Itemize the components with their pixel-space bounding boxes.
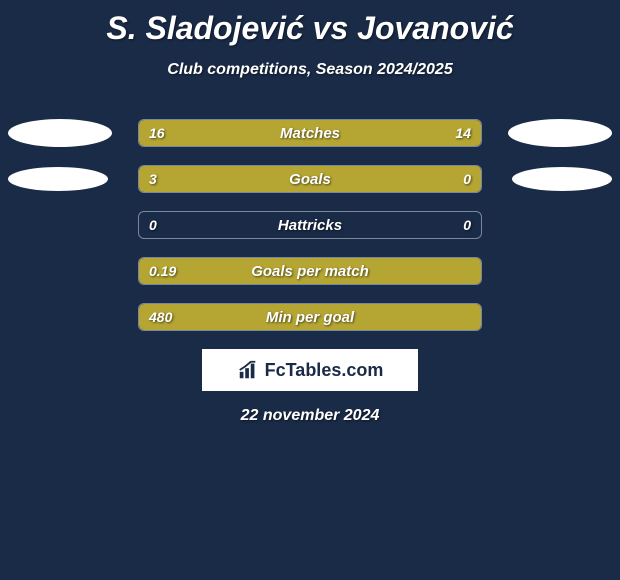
stat-bar: 0 0Hattricks (138, 211, 482, 239)
stat-row: 0 0Hattricks (0, 211, 620, 239)
stat-fill-left (139, 258, 482, 284)
stat-bar: 480Min per goal (138, 303, 482, 331)
stat-bar: 30Goals (138, 165, 482, 193)
logo-box: FcTables.com (202, 349, 418, 391)
bar-chart-icon (237, 359, 259, 381)
stat-row: 30Goals (0, 165, 620, 193)
stat-bar: 0.19Goals per match (138, 257, 482, 285)
stat-fill-left (139, 166, 482, 192)
stat-row: 0.19Goals per match (0, 257, 620, 285)
stat-fill-right (320, 120, 481, 146)
stat-fill-left (139, 120, 322, 146)
comparison-chart: 1614Matches 30Goals 0 0Hattricks 0.19Goals p… (0, 119, 620, 331)
player-left-marker (8, 119, 112, 147)
stat-label: Hattricks (139, 212, 481, 238)
comparison-subtitle: Club competitions, Season 2024/2025 (0, 61, 620, 79)
stat-fill-left (139, 304, 482, 330)
stat-row: 1614Matches (0, 119, 620, 147)
player-right-marker (508, 119, 612, 147)
stat-value-right: 0 (453, 212, 481, 238)
player-left-marker (8, 167, 108, 191)
footer-date: 22 november 2024 (0, 407, 620, 425)
stat-row: 480Min per goal (0, 303, 620, 331)
comparison-title: S. Sladojević vs Jovanović (0, 0, 620, 47)
player-right-marker (512, 167, 612, 191)
stat-value-left: 0 (139, 212, 167, 238)
logo-text: FcTables.com (265, 360, 384, 381)
stat-bar: 1614Matches (138, 119, 482, 147)
